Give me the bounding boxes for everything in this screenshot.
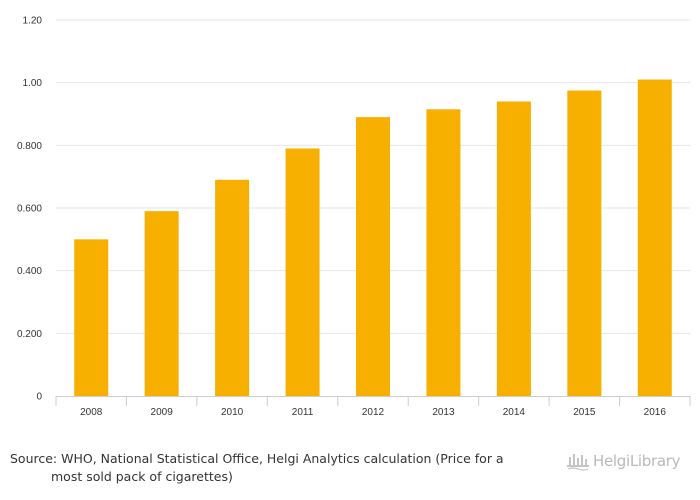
bar	[496, 101, 531, 396]
x-tick-label: 2015	[573, 407, 596, 418]
bar	[567, 90, 602, 396]
y-tick-label: 1.00	[23, 78, 43, 89]
logo-text: HelgiLibrary	[593, 452, 681, 470]
source-line-2: most sold pack of cigarettes)	[51, 469, 233, 484]
y-tick-label: 0.400	[17, 266, 42, 277]
bar	[356, 117, 390, 396]
bar	[426, 109, 461, 397]
source-note: Source: WHO, National Statistical Office…	[10, 450, 530, 486]
bar	[74, 239, 109, 396]
x-tick-label: 2008	[80, 407, 103, 418]
bar-chart: 0 0.200 0.400 0.600 0.800 1.00 1.20 2008 2009 201…	[17, 16, 691, 419]
x-tick-label: 2010	[221, 407, 244, 418]
x-tick-label: 2009	[151, 407, 174, 418]
x-tick-label: 2011	[292, 407, 314, 418]
y-tick-label: 0.600	[17, 204, 42, 215]
x-tick-label: 2016	[644, 407, 667, 418]
bar	[285, 148, 320, 396]
helgi-logo-icon	[567, 454, 589, 471]
helgi-library-logo: HelgiLibrary	[566, 450, 692, 472]
x-tick-label: 2014	[503, 407, 526, 418]
tick-labels: 0 0.200 0.400 0.600 0.800 1.00 1.20 2008 2009 201…	[17, 16, 666, 419]
y-tick-label: 0	[36, 392, 42, 403]
x-axis	[55, 396, 691, 406]
y-tick-label: 1.20	[23, 16, 43, 27]
x-tick-label: 2012	[362, 407, 385, 418]
y-tick-label: 0.200	[17, 329, 42, 340]
x-tick-label: 2013	[432, 407, 455, 418]
chart-svg: 0 0.200 0.400 0.600 0.800 1.00 1.20 2008 2009 201…	[17, 16, 691, 419]
y-tick-label: 0.800	[17, 141, 42, 152]
bar	[637, 79, 672, 396]
bar	[215, 179, 250, 396]
source-line-1: Source: WHO, National Statistical Office…	[10, 451, 504, 466]
bar	[144, 211, 179, 396]
bars	[74, 79, 672, 397]
